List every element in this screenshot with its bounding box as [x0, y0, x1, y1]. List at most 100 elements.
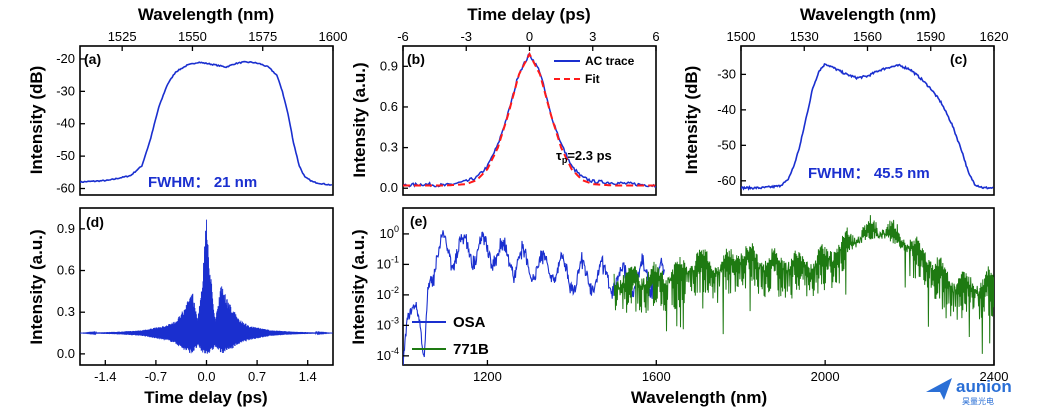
- logo-plane-icon: [926, 378, 952, 400]
- panel-b-ac-trace-line: [403, 52, 656, 188]
- aunion-logo: aunion 昊量光电: [926, 377, 1012, 406]
- panel-d-y-ticks: 0.0 0.3 0.6 0.9: [57, 221, 85, 361]
- panel-d: -1.4 -0.7 0.0 0.7 1.4 0.0 0.3 0.6 0.9 Time dela…: [27, 207, 334, 407]
- panel-d-xtick-label-3: 0.7: [248, 369, 266, 384]
- panel-b-xtick-label-1: -3: [460, 29, 472, 44]
- panel-c-xtick-label-2: 1560: [853, 29, 882, 44]
- panel-b-xlabel: Time delay (ps): [467, 5, 590, 24]
- panel-c-xtick-label-1: 1530: [790, 29, 819, 44]
- panel-b-x-ticks: -6 -3 0 3 6: [397, 29, 660, 51]
- panel-a-ylabel: Intensity (dB): [27, 66, 46, 175]
- panel-b-xtick-label-4: 6: [652, 29, 659, 44]
- panel-d-ytick-label-3: 0.9: [57, 221, 75, 236]
- panel-b-annotation: τp=2.3 ps: [556, 148, 612, 165]
- panel-c-ytick-label-2: -50: [717, 137, 736, 152]
- panel-b-ytick-label-1: 0.3: [380, 140, 398, 155]
- panel-d-xtick-label-4: 1.4: [299, 369, 317, 384]
- legend-ac-trace-label: AC trace: [585, 54, 635, 68]
- panel-c-line: [741, 63, 994, 191]
- panel-e-xtick-label-3: 2400: [980, 369, 1009, 384]
- legend-771b-label: 771B: [453, 341, 489, 358]
- panel-a: 1525 1550 1575 1600 -20 -30 -40 -50 -60 Wavelen…: [27, 5, 347, 196]
- panel-e-xtick-label-1: 1600: [642, 369, 671, 384]
- panel-b-xtick-label-3: 3: [589, 29, 596, 44]
- panel-c-x-ticks: 1500 1530 1560 1590 1620: [727, 29, 1009, 51]
- panel-a-xlabel: Wavelength (nm): [138, 5, 274, 24]
- panel-e-osa-line: [403, 230, 665, 365]
- panel-a-label: (a): [84, 51, 101, 67]
- panel-c-xtick-label-0: 1500: [727, 29, 756, 44]
- panel-e-ytick-label-3: 10-1: [377, 254, 399, 271]
- panel-d-ylabel: Intensity (a.u.): [27, 229, 46, 344]
- panel-a-xtick-label-1: 1550: [178, 29, 207, 44]
- panel-c: 1500 1530 1560 1590 1620 -30 -40 -50 -60 Wavele…: [682, 5, 1009, 196]
- panel-b-ytick-label-0: 0.0: [380, 180, 398, 195]
- panel-c-ytick-label-3: -60: [717, 173, 736, 188]
- panel-b-series: [403, 51, 656, 188]
- panel-c-y-ticks: -30 -40 -50 -60: [717, 66, 746, 188]
- panel-e-y-ticks: 10-4 10-3 10-2 10-1 100: [377, 224, 409, 363]
- panel-d-x-ticks: -1.4 -0.7 0.0 0.7 1.4: [94, 360, 317, 384]
- legend-osa-label: OSA: [453, 314, 486, 331]
- panel-c-xtick-label-3: 1590: [916, 29, 945, 44]
- panel-a-ytick-label-4: -60: [56, 181, 75, 196]
- panel-a-ytick-label-1: -30: [56, 83, 75, 98]
- panel-e: 1200 1600 2000 2400 10-4 10-3 10-2 10-1 100 Wav…: [349, 207, 1008, 407]
- panel-a-ytick-label-2: -40: [56, 116, 75, 131]
- panel-a-frame: [79, 45, 334, 196]
- panel-b-ytick-label-3: 0.9: [380, 58, 398, 73]
- panel-b-legend: AC trace Fit: [554, 54, 635, 86]
- panel-e-legend: OSA 771B: [412, 314, 489, 358]
- logo-name: aunion: [956, 377, 1012, 396]
- panel-c-ytick-label-1: -40: [717, 102, 736, 117]
- panel-e-771b-line: [613, 215, 994, 354]
- panel-e-ytick-label-0: 10-4: [377, 346, 399, 363]
- panel-d-series: [80, 219, 333, 354]
- panel-d-label: (d): [86, 214, 104, 230]
- panel-b-frame: [402, 45, 657, 196]
- panel-c-label: (c): [950, 51, 967, 67]
- panel-d-xtick-label-2: 0.0: [197, 369, 215, 384]
- logo-subtitle: 昊量光电: [962, 396, 994, 406]
- panel-a-x-ticks: 1525 1550 1575 1600: [108, 29, 348, 51]
- panel-e-x-ticks: 1200 1600 2000 2400: [473, 360, 1008, 384]
- panel-b-ylabel: Intensity (a.u.): [350, 62, 369, 177]
- panel-a-xtick-label-3: 1600: [319, 29, 348, 44]
- panel-d-xtick-label-1: -0.7: [145, 369, 167, 384]
- panel-d-line: [80, 219, 333, 354]
- panel-a-xtick-label-0: 1525: [108, 29, 137, 44]
- panel-e-ytick-label-1: 10-3: [377, 315, 399, 332]
- panel-c-xlabel: Wavelength (nm): [800, 5, 936, 24]
- panel-e-ytick-label-4: 100: [380, 224, 399, 241]
- panel-a-ytick-label-3: -50: [56, 148, 75, 163]
- panel-d-xlabel: Time delay (ps): [144, 388, 267, 407]
- panel-b: -6 -3 0 3 6 0.0 0.3 0.6 0.9 Time delay (ps) Int…: [350, 5, 660, 196]
- panel-e-ytick-label-2: 10-2: [377, 285, 399, 302]
- legend-fit-label: Fit: [585, 72, 600, 86]
- panel-c-annotation: FWHM： 45.5 nm: [808, 165, 930, 182]
- panel-e-xtick-label-0: 1200: [473, 369, 502, 384]
- panel-c-xtick-label-4: 1620: [980, 29, 1009, 44]
- panel-a-line: [80, 60, 333, 186]
- panel-b-xtick-label-0: -6: [397, 29, 409, 44]
- panel-e-xtick-label-2: 2000: [811, 369, 840, 384]
- panel-e-xlabel: Wavelength (nm): [631, 388, 767, 407]
- panel-d-ytick-label-1: 0.3: [57, 304, 75, 319]
- panel-a-xtick-label-2: 1575: [248, 29, 277, 44]
- panel-d-xtick-label-0: -1.4: [94, 369, 116, 384]
- panel-b-label: (b): [407, 51, 425, 67]
- panel-a-annotation: FWHM： 21 nm: [148, 174, 257, 191]
- panel-b-xtick-label-2: 0: [526, 29, 533, 44]
- panel-a-series: [80, 60, 333, 186]
- panel-c-series: [741, 63, 994, 191]
- panel-c-ytick-label-0: -30: [717, 66, 736, 81]
- panel-d-ytick-label-0: 0.0: [57, 346, 75, 361]
- panel-b-y-ticks: 0.0 0.3 0.6 0.9: [380, 58, 408, 195]
- panel-e-label: (e): [410, 213, 427, 229]
- panel-e-series: [403, 215, 994, 365]
- panel-a-y-ticks: -20 -30 -40 -50 -60: [56, 51, 85, 196]
- panel-b-ytick-label-2: 0.6: [380, 99, 398, 114]
- panel-e-ylabel: Intensity (a.u.): [349, 229, 368, 344]
- panel-c-ylabel: Intensity (dB): [682, 66, 701, 175]
